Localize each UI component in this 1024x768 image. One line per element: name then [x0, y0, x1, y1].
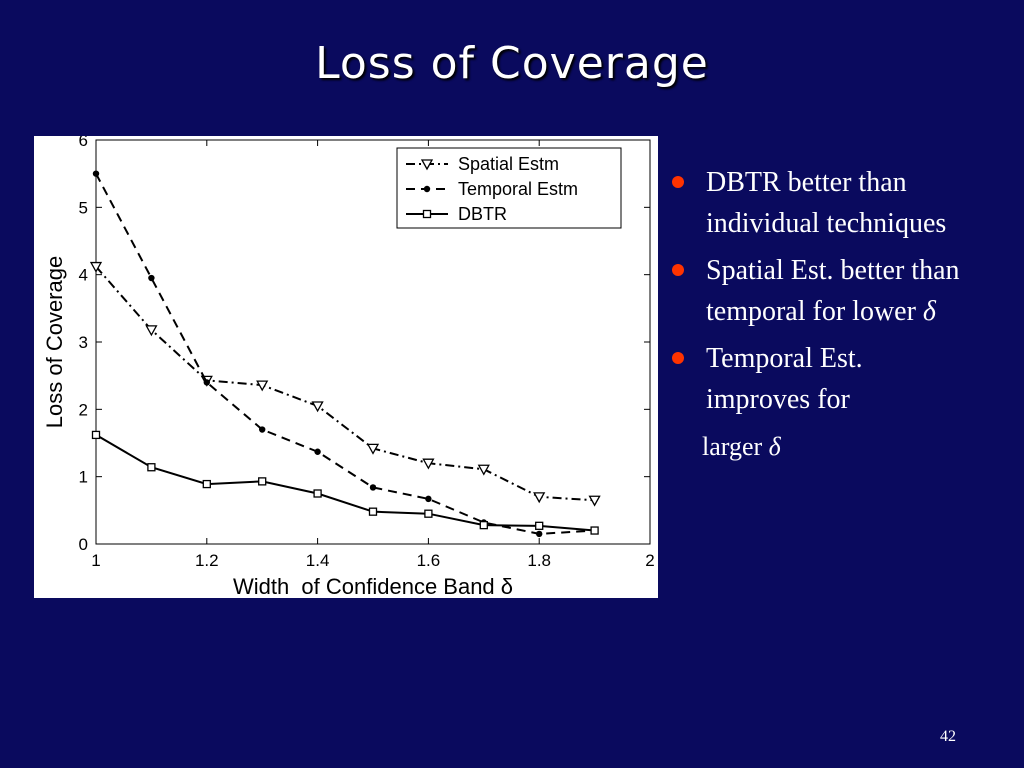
bullet-continuation: larger δ	[668, 426, 968, 467]
data-point-spatial-estm	[533, 492, 546, 504]
bullet-dot-icon	[672, 264, 684, 276]
y-tick-label: 6	[79, 136, 88, 150]
data-point-dbtr	[313, 489, 322, 498]
data-point-dbtr	[590, 526, 599, 535]
legend-label: DBTR	[458, 204, 507, 224]
series-dbtr	[91, 430, 599, 535]
data-point-spatial-estm	[145, 325, 158, 337]
x-tick-label: 1.6	[417, 551, 441, 570]
bullet-item: Spatial Est. better than temporal for lo…	[668, 250, 968, 332]
loss-of-coverage-chart: 1 1.2 1.4 1.6 1.8 2 0 1 2 3 4 5 6 Loss of Coverage W…	[34, 136, 658, 598]
legend-marker-temporal-estm	[423, 185, 431, 193]
delta-symbol: δ	[768, 432, 781, 461]
series-temporal-estm	[92, 170, 598, 538]
data-point-spatial-estm	[588, 495, 601, 507]
data-point-dbtr	[147, 463, 156, 472]
bullet-text: Spatial Est. better than temporal for lo…	[706, 255, 960, 327]
legend-label: Temporal Estm	[458, 179, 578, 199]
page-number: 42	[940, 728, 956, 745]
chart-legend: Spatial Estm Temporal Estm DBTR	[396, 147, 622, 229]
x-tick-label: 1	[91, 551, 100, 570]
legend-entry-spatial-estm: Spatial Estm	[406, 154, 559, 174]
data-point-spatial-estm	[477, 464, 490, 476]
x-axis-label: Width of Confidence Band δ	[233, 574, 513, 598]
y-tick-label: 4	[79, 266, 88, 285]
delta-symbol: δ	[922, 296, 936, 327]
data-point-spatial-estm	[366, 443, 380, 455]
y-tick-label: 2	[79, 400, 88, 419]
series-line-dbtr	[95, 434, 595, 532]
data-point-dbtr	[91, 430, 101, 440]
legend-entry-dbtr: DBTR	[406, 204, 507, 224]
data-point-dbtr	[258, 477, 267, 486]
y-axis-label: Loss of Coverage	[42, 256, 67, 428]
x-tick-label: 1.8	[527, 551, 551, 570]
bullet-item: Temporal Est. improves for	[668, 338, 968, 420]
legend-marker-dbtr	[422, 209, 432, 219]
data-point-spatial-estm	[311, 401, 324, 413]
x-tick-label: 2	[645, 551, 654, 570]
data-point-dbtr	[535, 521, 544, 530]
data-point-spatial-estm	[89, 261, 103, 273]
y-tick-label: 1	[79, 468, 88, 487]
continuation-text: larger	[702, 432, 769, 461]
series-line-spatial-estm	[95, 265, 595, 502]
bullet-text: Temporal Est. improves for	[706, 343, 863, 415]
data-point-temporal-estm	[536, 530, 543, 538]
bullet-dot-icon	[672, 352, 684, 364]
data-point-dbtr	[424, 509, 433, 518]
legend-marker-spatial-estm	[420, 159, 434, 171]
y-tick-label: 5	[79, 198, 88, 217]
data-point-temporal-estm	[425, 495, 432, 503]
x-tick-label: 1.4	[306, 551, 330, 570]
x-tick-label: 1.2	[195, 551, 219, 570]
data-point-spatial-estm	[256, 380, 269, 392]
legend-label: Spatial Estm	[458, 154, 559, 174]
bullet-item: DBTR better than individual techniques	[668, 162, 968, 244]
data-point-temporal-estm	[92, 170, 100, 177]
data-point-temporal-estm	[203, 379, 210, 386]
data-point-dbtr	[202, 479, 211, 489]
y-tick-label: 0	[79, 535, 88, 554]
data-point-temporal-estm	[259, 426, 266, 433]
legend-entry-temporal-estm: Temporal Estm	[406, 179, 578, 199]
data-point-spatial-estm	[422, 458, 435, 470]
y-tick-label: 3	[79, 333, 88, 352]
bullet-list: DBTR better than individual techniques S…	[668, 162, 968, 467]
data-point-temporal-estm	[148, 274, 155, 282]
slide-title: Loss of Coverage	[315, 38, 709, 89]
bullet-text: DBTR better than individual techniques	[706, 167, 947, 239]
data-point-dbtr	[479, 520, 488, 530]
data-point-dbtr	[368, 507, 378, 516]
data-point-temporal-estm	[369, 484, 377, 491]
bullet-dot-icon	[672, 176, 684, 188]
series-layer	[89, 170, 601, 538]
data-point-temporal-estm	[314, 448, 321, 455]
series-spatial-estm	[89, 261, 601, 507]
